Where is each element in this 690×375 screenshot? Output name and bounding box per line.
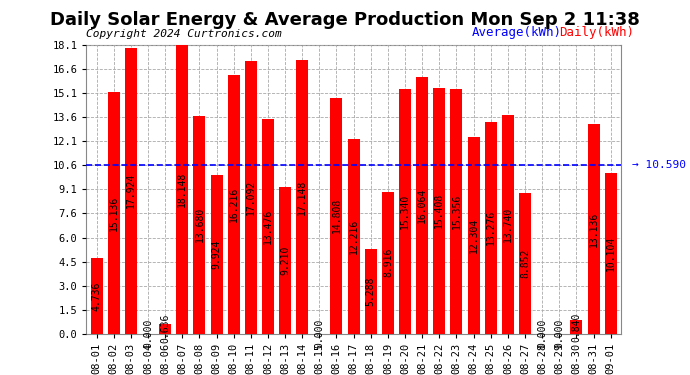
Text: 17.092: 17.092: [246, 180, 256, 215]
Text: 8.852: 8.852: [520, 249, 530, 278]
Bar: [279, 187, 291, 334]
Text: 12.216: 12.216: [348, 219, 359, 254]
Text: Average(kWh): Average(kWh): [471, 26, 561, 39]
Text: 13.276: 13.276: [486, 210, 495, 246]
Text: 4.736: 4.736: [92, 281, 101, 310]
Text: Daily(kWh): Daily(kWh): [560, 26, 635, 39]
Text: 15.356: 15.356: [451, 194, 462, 229]
Bar: [399, 89, 411, 334]
Bar: [604, 172, 617, 334]
Text: 17.148: 17.148: [297, 179, 307, 214]
Text: 15.136: 15.136: [108, 195, 119, 231]
Text: 16.064: 16.064: [417, 188, 427, 223]
Bar: [125, 48, 137, 334]
Bar: [502, 114, 514, 334]
Text: 9.210: 9.210: [280, 246, 290, 275]
Text: 0.000: 0.000: [554, 319, 564, 348]
Bar: [228, 75, 239, 334]
Text: 13.740: 13.740: [503, 207, 513, 242]
Bar: [245, 61, 257, 334]
Bar: [108, 92, 119, 334]
Bar: [485, 122, 497, 334]
Bar: [176, 44, 188, 334]
Bar: [451, 89, 462, 334]
Text: 15.408: 15.408: [434, 193, 444, 228]
Text: 8.916: 8.916: [383, 248, 393, 278]
Text: 16.216: 16.216: [228, 187, 239, 222]
Text: 5.288: 5.288: [366, 277, 376, 306]
Text: 9.924: 9.924: [212, 240, 221, 269]
Text: 15.340: 15.340: [400, 194, 410, 229]
Bar: [588, 124, 600, 334]
Text: Daily Solar Energy & Average Production Mon Sep 2 11:38: Daily Solar Energy & Average Production …: [50, 11, 640, 29]
Bar: [262, 119, 274, 334]
Bar: [468, 138, 480, 334]
Bar: [210, 176, 222, 334]
Text: 17.924: 17.924: [126, 173, 136, 208]
Bar: [382, 192, 394, 334]
Text: 0.000: 0.000: [315, 319, 324, 348]
Text: → 10.590: → 10.590: [632, 160, 686, 170]
Text: Copyright 2024 Curtronics.com: Copyright 2024 Curtronics.com: [86, 29, 282, 39]
Text: 18.148: 18.148: [177, 171, 187, 207]
Text: 10.104: 10.104: [606, 236, 615, 271]
Text: 14.808: 14.808: [331, 198, 342, 233]
Text: 12.304: 12.304: [469, 218, 479, 253]
Bar: [193, 116, 206, 334]
Bar: [519, 192, 531, 334]
Bar: [571, 320, 582, 334]
Bar: [348, 139, 359, 334]
Bar: [90, 258, 103, 334]
Bar: [331, 98, 342, 334]
Text: 0.000: 0.000: [537, 319, 547, 348]
Text: 0.840: 0.840: [571, 312, 582, 342]
Bar: [296, 60, 308, 334]
Bar: [159, 324, 171, 334]
Bar: [433, 88, 445, 334]
Text: 0.000: 0.000: [143, 319, 153, 348]
Bar: [365, 249, 377, 334]
Text: 13.476: 13.476: [263, 209, 273, 244]
Text: 13.680: 13.680: [195, 207, 204, 242]
Text: 0.636: 0.636: [160, 314, 170, 344]
Bar: [416, 78, 428, 334]
Text: 13.136: 13.136: [589, 211, 599, 247]
